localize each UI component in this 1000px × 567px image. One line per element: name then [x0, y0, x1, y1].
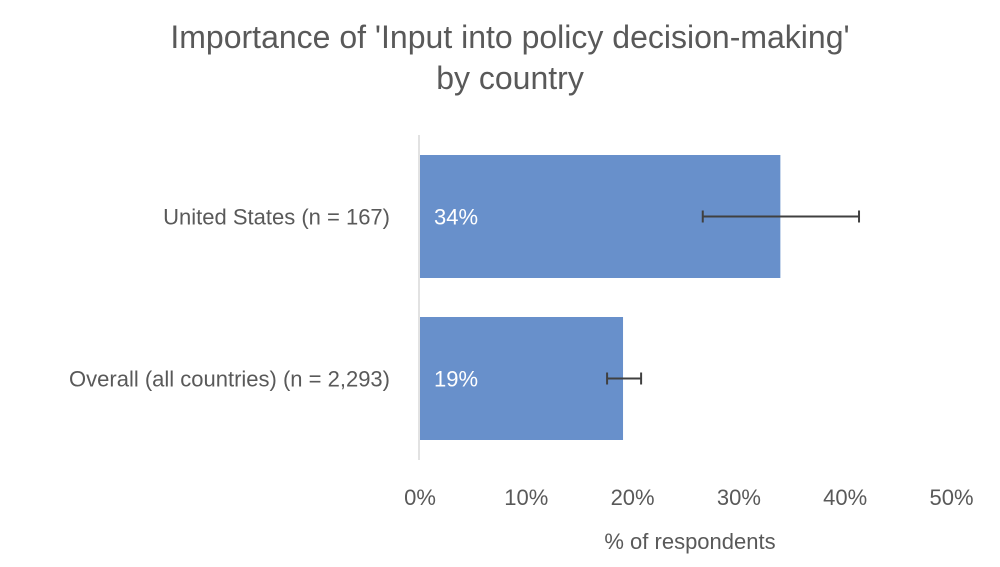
x-tick-label: 10%: [504, 485, 548, 510]
x-tick-label: 0%: [404, 485, 436, 510]
data-label: 34%: [434, 205, 478, 230]
bar: [420, 317, 624, 440]
category-label: United States (n = 167): [163, 205, 390, 230]
data-label: 19%: [434, 367, 478, 392]
x-tick-label: 50%: [929, 485, 973, 510]
chart-title-line-2: by country: [436, 60, 584, 96]
category-label: Overall (all countries) (n = 2,293): [69, 367, 390, 392]
x-tick-label: 30%: [717, 485, 761, 510]
x-axis-title: % of respondents: [604, 529, 775, 554]
x-tick-label: 40%: [823, 485, 867, 510]
x-tick-label: 20%: [611, 485, 655, 510]
chart-title-line-1: Importance of 'Input into policy decisio…: [170, 19, 849, 55]
